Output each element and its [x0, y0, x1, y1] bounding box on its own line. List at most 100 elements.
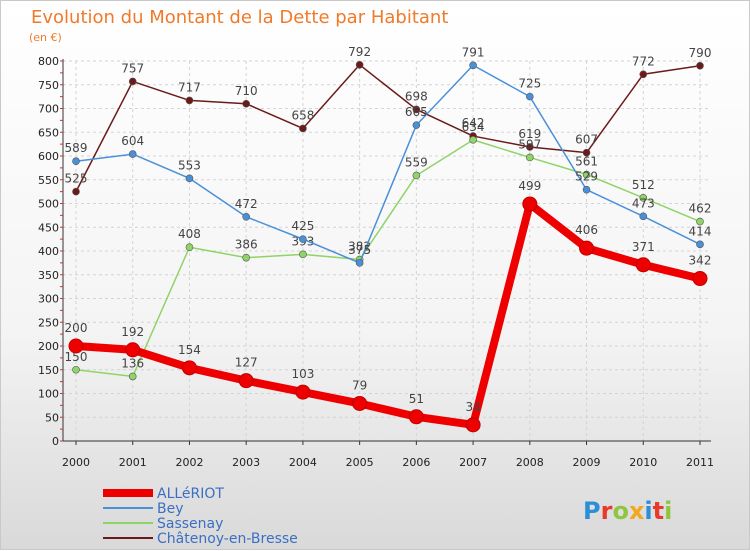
data-label: 406	[575, 223, 598, 237]
data-label: 658	[291, 108, 314, 122]
data-label: 561	[575, 155, 598, 169]
data-point	[185, 96, 194, 105]
data-label: 792	[348, 45, 371, 59]
data-label: 425	[291, 219, 314, 233]
data-label: 192	[121, 325, 144, 339]
data-label: 512	[632, 178, 655, 192]
x-tick-label: 2010	[629, 456, 657, 469]
x-tick-label: 2009	[573, 456, 601, 469]
data-point	[242, 99, 250, 108]
data-label: 79	[352, 378, 367, 392]
data-point	[469, 61, 477, 70]
data-point	[72, 365, 80, 374]
y-tick-label: 350	[38, 269, 59, 282]
data-point	[579, 240, 595, 256]
data-point	[185, 174, 194, 183]
data-point	[72, 157, 80, 166]
data-point	[68, 338, 84, 354]
data-point	[242, 253, 250, 262]
data-point	[696, 61, 704, 70]
data-label: 371	[632, 240, 655, 254]
data-point	[412, 105, 421, 114]
logo-letter: i	[664, 497, 672, 525]
data-point	[408, 409, 424, 425]
data-label: 154	[178, 343, 201, 357]
data-label: 597	[518, 137, 541, 151]
data-label: 642	[462, 116, 485, 130]
data-label: 589	[65, 141, 88, 155]
y-tick-label: 650	[38, 126, 59, 139]
data-label: 634	[462, 120, 485, 134]
logo-letter: o	[612, 497, 629, 525]
data-label: 725	[518, 77, 541, 91]
logo-letter: i	[644, 497, 652, 525]
logo-letter: P	[583, 497, 601, 525]
data-label: 499	[518, 179, 541, 193]
y-tick-label: 50	[45, 411, 59, 424]
series-1: 200 192 154 127 103 79 51 34 499 406 371 342	[65, 179, 711, 433]
series-line	[75, 64, 701, 192]
x-tick-label: 2001	[119, 456, 147, 469]
data-label: 150	[65, 350, 88, 364]
data-label: 757	[121, 61, 144, 75]
x-tick-label: 2006	[402, 456, 430, 469]
y-tick-label: 500	[38, 198, 59, 211]
data-point	[522, 196, 538, 212]
y-tick-label: 400	[38, 245, 59, 258]
data-point	[639, 194, 648, 202]
y-tick-label: 750	[38, 79, 59, 92]
data-point	[72, 187, 80, 196]
data-label: 472	[235, 197, 258, 211]
data-label: 665	[405, 105, 428, 119]
y-tick-label: 100	[38, 388, 59, 401]
data-point	[635, 257, 651, 273]
data-point	[526, 92, 534, 101]
data-label: 619	[518, 127, 541, 141]
proxiti-logo: Proxiti	[583, 497, 672, 525]
data-point	[526, 143, 534, 151]
data-label: 772	[632, 54, 655, 68]
data-point	[242, 213, 250, 221]
series-lines: 525 757 717 710 658 792 698 642 619 607 772 790 150 1…	[65, 45, 712, 433]
data-point	[355, 60, 364, 69]
data-label: 698	[405, 89, 428, 103]
data-point	[696, 240, 704, 249]
data-label: 127	[235, 356, 258, 370]
logo-letter: r	[601, 497, 613, 525]
data-label: 34	[465, 400, 480, 414]
data-label: 529	[575, 170, 598, 184]
series-line	[75, 64, 701, 264]
logo-letter: x	[629, 497, 645, 525]
series-3: 150136408386393382559634597561512462	[65, 120, 712, 381]
x-tick-label: 2004	[289, 456, 317, 469]
data-label: 408	[178, 227, 201, 241]
chart-title: Evolution du Montant de la Dette par Hab…	[31, 7, 448, 28]
data-point	[295, 384, 311, 400]
data-point	[696, 217, 704, 226]
data-label: 51	[409, 392, 424, 406]
data-point	[352, 395, 368, 411]
legend-label: Châtenoy-en-Bresse	[157, 531, 298, 547]
x-tick-label: 2003	[232, 456, 260, 469]
y-tick-label: 700	[38, 103, 59, 116]
axes: 0 50 100 150 200 250 300 350 400 450 500 550 600 650 7…	[38, 55, 714, 469]
data-label: 604	[121, 134, 144, 148]
legend-label: Sassenay	[157, 516, 223, 532]
data-point	[128, 150, 137, 158]
data-label: 103	[291, 367, 314, 381]
data-point	[238, 373, 254, 389]
series-2: 589 604 553 472 425 375 665 791 725 529 473 414	[65, 45, 712, 267]
data-point	[299, 124, 307, 133]
data-label: 462	[689, 202, 712, 216]
data-point	[639, 70, 648, 79]
data-label: 414	[689, 224, 712, 238]
data-point	[299, 235, 307, 243]
chart-subtitle: (en €)	[29, 31, 62, 44]
data-label: 473	[632, 196, 655, 210]
gridlines	[63, 60, 711, 442]
y-tick-label: 0	[52, 435, 59, 448]
data-point	[526, 153, 534, 162]
